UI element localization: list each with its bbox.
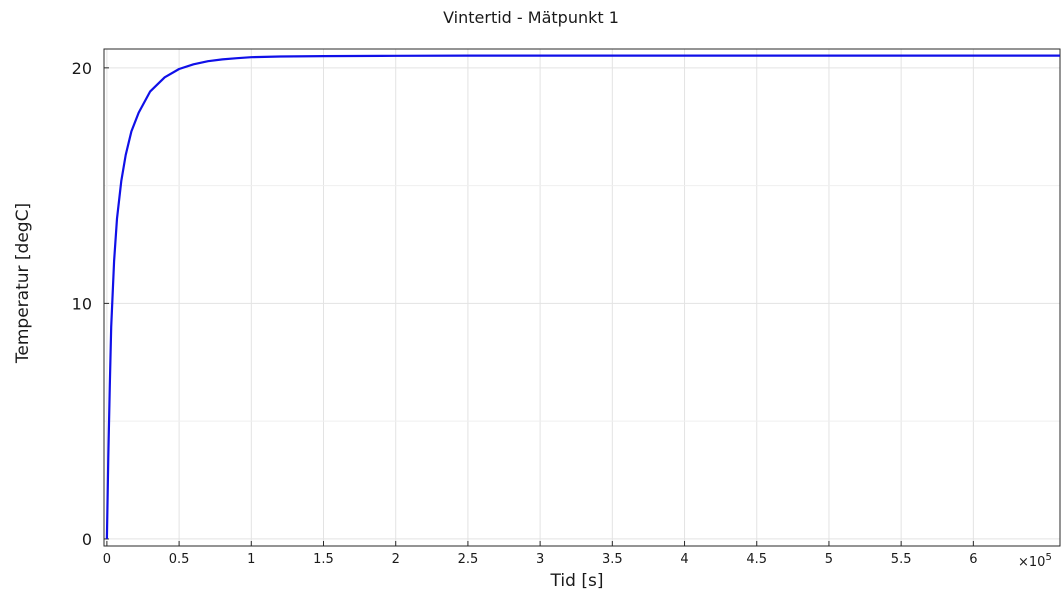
temperature-series-line — [105, 54, 1060, 539]
plot-frame — [103, 48, 1061, 547]
x-tick-label: 5.5 — [891, 552, 912, 567]
x-axis-multiplier-base: ×10 — [1018, 555, 1045, 570]
x-tick-label: 4 — [680, 552, 688, 567]
x-tick-label: 1 — [247, 552, 255, 567]
x-tick-label: 2.5 — [458, 552, 479, 567]
y-axis-title: Temperatur [degC] — [13, 203, 33, 364]
x-tick-label: 0 — [103, 552, 111, 567]
x-tick-label: 4.5 — [746, 552, 767, 567]
x-tick-label: 6 — [969, 552, 977, 567]
x-axis-title: Tid [s] — [550, 571, 604, 591]
x-tick-label: 3 — [536, 552, 544, 567]
x-axis-multiplier-exponent: 5 — [1045, 552, 1051, 563]
x-tick-label: 0.5 — [169, 552, 190, 567]
x-tick-label: 5 — [825, 552, 833, 567]
x-tick-label: 1.5 — [313, 552, 334, 567]
chart-title: Vintertid - Mätpunkt 1 — [443, 8, 619, 27]
y-tick-label: 0 — [82, 530, 92, 549]
x-tick-label: 2 — [392, 552, 400, 567]
y-axis-ticks: 0 10 20 — [72, 59, 109, 549]
grid-lines — [104, 49, 1060, 546]
x-axis-multiplier: ×105 — [1018, 552, 1052, 570]
x-tick-label: 3.5 — [602, 552, 623, 567]
y-tick-label: 20 — [72, 59, 92, 78]
x-axis-ticks: 0 0.5 1 1.5 2 2.5 3 3.5 4 4.5 5 5.5 6 — [103, 541, 977, 567]
y-tick-label: 10 — [72, 294, 92, 313]
